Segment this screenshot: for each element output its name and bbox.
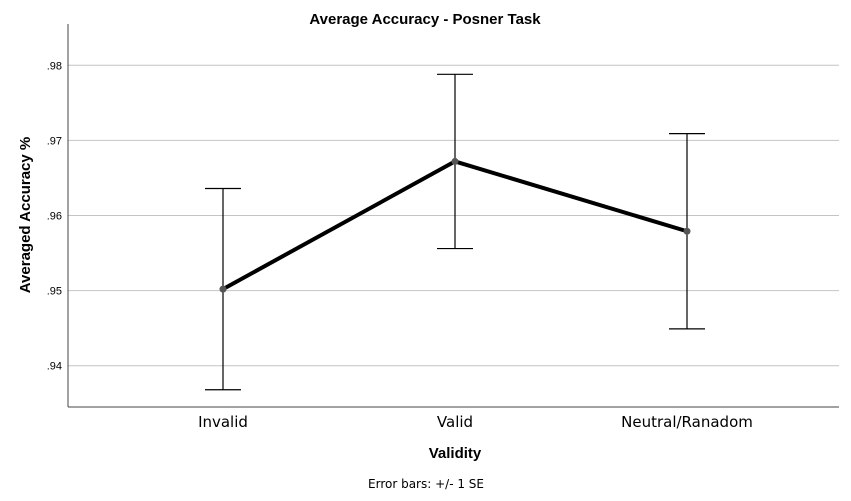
y-tick-label: .97 — [47, 135, 62, 147]
grid-lines — [68, 64, 839, 367]
x-axis-title: Validity — [429, 445, 482, 462]
x-tick-label: Valid — [437, 413, 473, 431]
y-tick-label: .95 — [47, 286, 62, 298]
error-bar-footnote: Error bars: +/- 1 SE — [368, 477, 484, 491]
chart-title: Average Accuracy - Posner Task — [309, 11, 541, 28]
x-tick-label: Invalid — [198, 413, 248, 431]
error-bars — [205, 73, 705, 391]
y-tick-label: .94 — [47, 361, 62, 373]
y-axis-title: Averaged Accuracy % — [17, 137, 34, 293]
data-point — [451, 157, 459, 165]
data-points — [219, 157, 691, 293]
y-tick-label: .98 — [47, 60, 62, 72]
x-tick-label: Neutral/Ranadom — [621, 413, 753, 431]
data-point — [219, 285, 227, 293]
y-tick-labels: .94 .95 .96 .97 .98 — [47, 60, 62, 372]
x-tick-labels: Invalid Valid Neutral/Ranadom — [198, 413, 753, 431]
data-point — [683, 227, 691, 235]
y-tick-label: .96 — [47, 211, 62, 223]
